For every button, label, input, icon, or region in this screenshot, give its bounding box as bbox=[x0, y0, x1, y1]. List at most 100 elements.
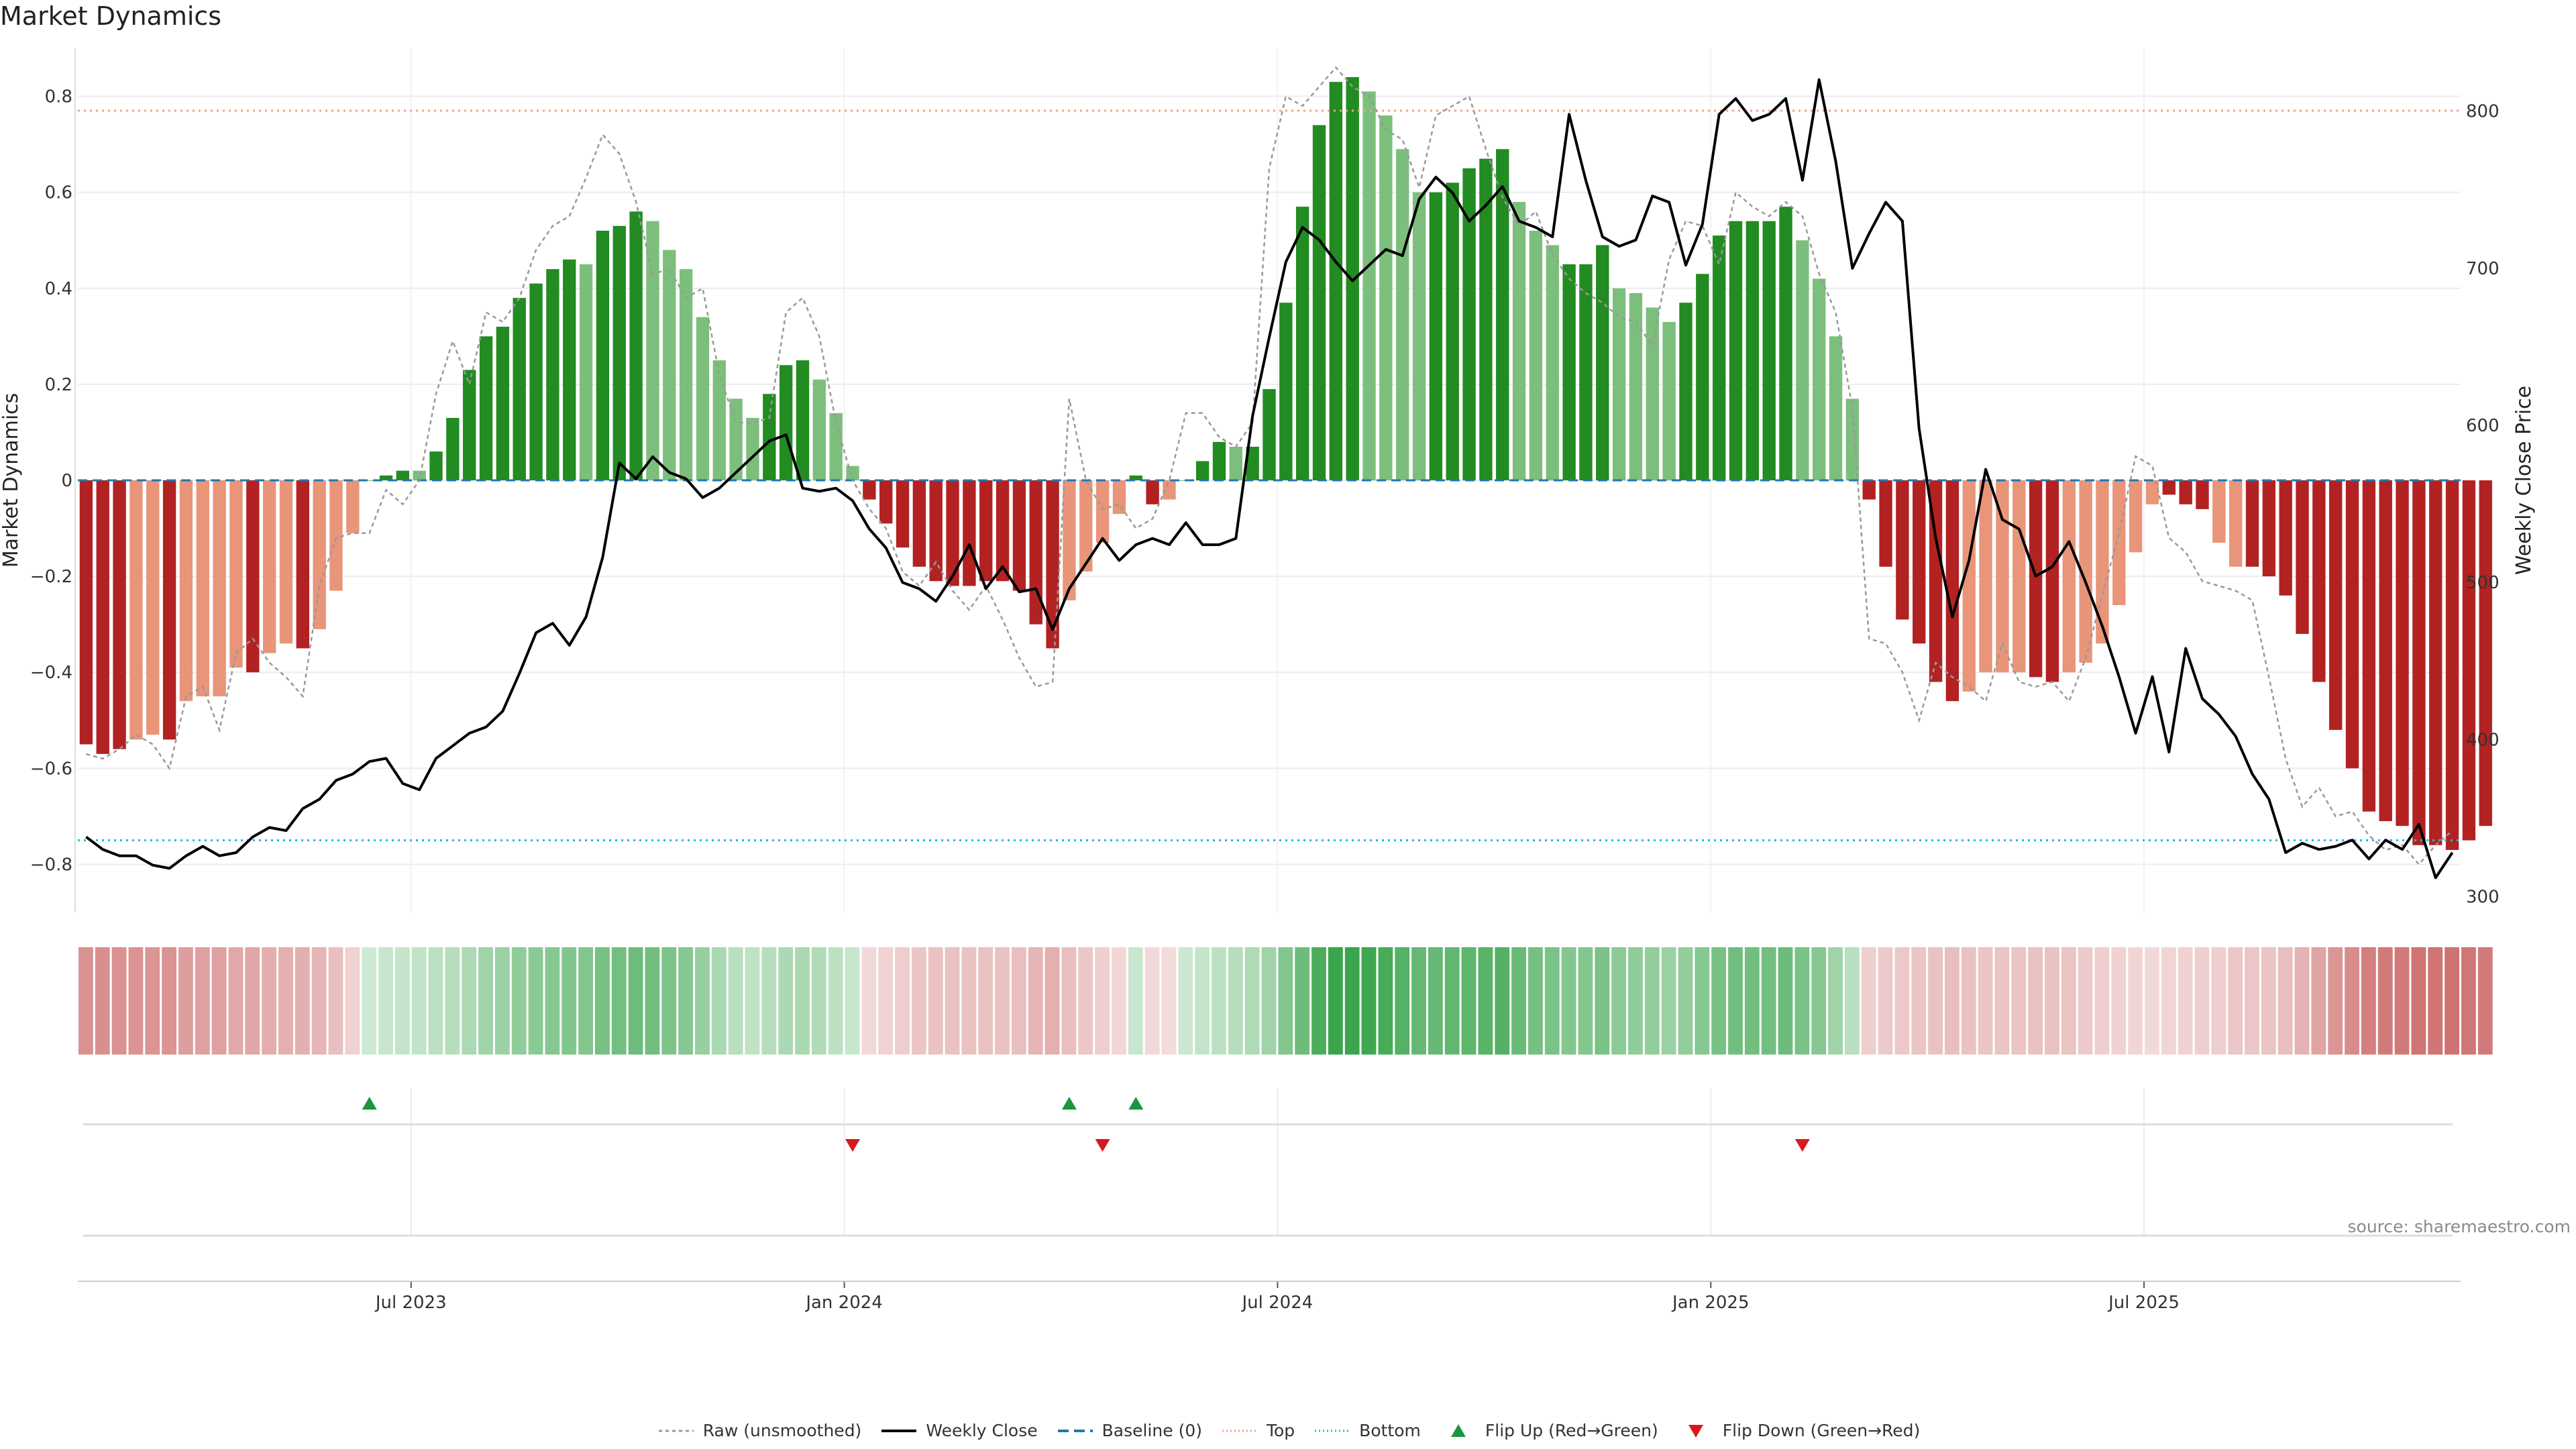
bar bbox=[2162, 480, 2176, 495]
strip-cell bbox=[2211, 947, 2226, 1055]
strip-cell bbox=[1044, 947, 1060, 1055]
bar bbox=[979, 480, 993, 582]
strip-cell bbox=[945, 947, 960, 1055]
bar bbox=[996, 480, 1010, 582]
legend-baseline-swatch bbox=[1057, 1429, 1093, 1432]
bar bbox=[1479, 158, 1493, 481]
strip-cell bbox=[2178, 947, 2193, 1055]
strip-cell bbox=[2194, 947, 2210, 1055]
bar bbox=[712, 360, 726, 480]
flip-down-marker bbox=[1095, 1139, 1110, 1152]
strip-cell bbox=[1178, 947, 1193, 1055]
bar bbox=[1446, 182, 1459, 480]
bar bbox=[746, 417, 759, 480]
strip-cell bbox=[1028, 947, 1043, 1055]
y2-axis-label: Weekly Close Price bbox=[2512, 386, 2536, 575]
strip-cell bbox=[1994, 947, 2010, 1055]
bar bbox=[1913, 480, 1926, 644]
strip-cell bbox=[1828, 947, 1843, 1055]
bar bbox=[2145, 480, 2159, 504]
strip-cell bbox=[78, 947, 93, 1055]
strip-cell bbox=[961, 947, 977, 1055]
bar bbox=[1579, 264, 1593, 480]
strip-cell bbox=[1228, 947, 1243, 1055]
strip-cell bbox=[928, 947, 943, 1055]
bar bbox=[1546, 245, 1559, 480]
legend-item-raw: Raw (unsmoothed) bbox=[656, 1421, 861, 1440]
strip-cell bbox=[2028, 947, 2043, 1055]
bar bbox=[1079, 480, 1093, 572]
y2-tick-label: 500 bbox=[2466, 573, 2500, 593]
bar bbox=[496, 327, 510, 480]
bar bbox=[629, 211, 643, 480]
strip-cell bbox=[1078, 947, 1093, 1055]
strip-cell bbox=[1544, 947, 1560, 1055]
bar bbox=[529, 283, 543, 480]
strip-cell bbox=[1695, 947, 1710, 1055]
chart-title: Market Dynamics bbox=[0, 1, 222, 31]
strip-cell bbox=[1894, 947, 1910, 1055]
bar bbox=[479, 336, 493, 480]
bar bbox=[1163, 480, 1176, 500]
y-tick-label: −0.6 bbox=[30, 759, 72, 779]
legend-item-flip-up: Flip Up (Red→Green) bbox=[1438, 1421, 1658, 1440]
strip-cell bbox=[1861, 947, 1876, 1055]
strip-cell bbox=[1095, 947, 1110, 1055]
flip-up-marker bbox=[1061, 1097, 1077, 1110]
flip-markers-panel: Jul 2023 Jan 2024 Jul 2024 Jan 2025 Jul 2025 bbox=[78, 1088, 2461, 1313]
bar bbox=[2396, 480, 2409, 826]
bar bbox=[929, 480, 943, 582]
weekly-close-line bbox=[85, 78, 2454, 879]
legend-item-bottom: Bottom bbox=[1312, 1421, 1421, 1440]
strip-cell bbox=[545, 947, 560, 1055]
bar bbox=[1346, 76, 1359, 480]
strip-cell bbox=[1144, 947, 1160, 1055]
y-tick-label: 0.2 bbox=[45, 375, 72, 395]
bar bbox=[1646, 307, 1659, 480]
strip-cell bbox=[595, 947, 610, 1055]
bar bbox=[513, 298, 526, 480]
strip-cell bbox=[2377, 947, 2393, 1055]
strip-cell bbox=[2011, 947, 2027, 1055]
bar bbox=[2412, 480, 2426, 845]
strip-cell bbox=[1444, 947, 1460, 1055]
bar bbox=[413, 470, 426, 480]
strip-cell bbox=[411, 947, 427, 1055]
bar bbox=[1829, 336, 1843, 480]
strip-cell bbox=[1128, 947, 1143, 1055]
bar bbox=[563, 259, 576, 480]
bar bbox=[763, 394, 776, 480]
strip-cell bbox=[2094, 947, 2110, 1055]
bar bbox=[1046, 480, 1059, 649]
bar bbox=[2345, 480, 2359, 769]
bar bbox=[129, 480, 143, 740]
strip-cell bbox=[578, 947, 594, 1055]
legend-label: Bottom bbox=[1359, 1421, 1421, 1440]
bar bbox=[96, 480, 109, 754]
strip-cell bbox=[1728, 947, 1743, 1055]
strip-cell bbox=[2228, 947, 2243, 1055]
bar bbox=[612, 225, 626, 480]
strip-cell bbox=[2428, 947, 2443, 1055]
strip-cell bbox=[2128, 947, 2143, 1055]
y-tick-label: 0.6 bbox=[45, 183, 72, 203]
strip-cell bbox=[1011, 947, 1026, 1055]
bar bbox=[1712, 235, 1726, 480]
bar bbox=[1746, 221, 1760, 480]
strip-cell bbox=[2411, 947, 2426, 1055]
bar bbox=[1212, 441, 1226, 480]
bar bbox=[279, 480, 293, 644]
x-tick-label: Jan 2025 bbox=[1671, 1293, 1750, 1313]
bar bbox=[296, 480, 310, 649]
strip-cell bbox=[861, 947, 877, 1055]
bar bbox=[229, 480, 243, 668]
strip-cell bbox=[1595, 947, 1610, 1055]
strip-cell bbox=[2461, 947, 2476, 1055]
bar bbox=[1779, 207, 1792, 480]
bar bbox=[1696, 274, 1709, 480]
strip-cell bbox=[561, 947, 577, 1055]
triangle-up-icon bbox=[1450, 1424, 1466, 1437]
direction-strip bbox=[78, 947, 2493, 1055]
strip-cell bbox=[1244, 947, 1260, 1055]
